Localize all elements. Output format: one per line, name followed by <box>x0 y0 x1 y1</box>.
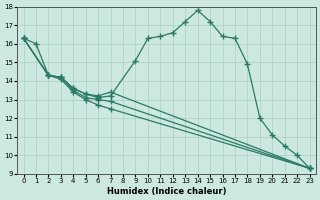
X-axis label: Humidex (Indice chaleur): Humidex (Indice chaleur) <box>107 187 226 196</box>
